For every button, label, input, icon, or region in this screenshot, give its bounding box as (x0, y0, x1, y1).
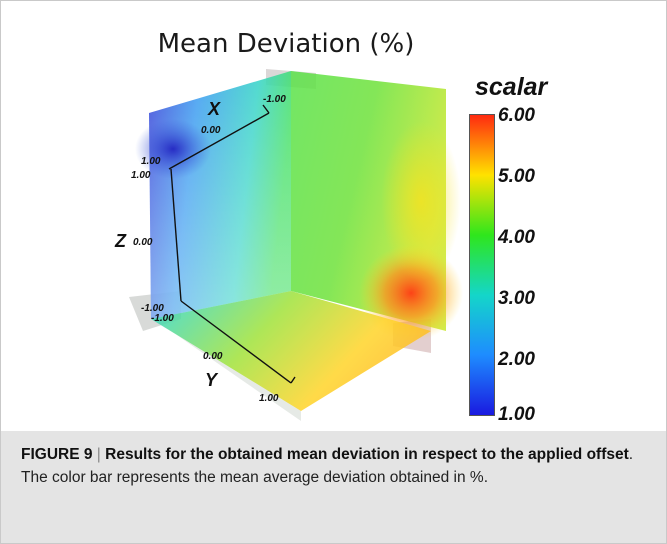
caption-separator: | (96, 446, 101, 463)
colorbar-tick-6: 6.00 (498, 105, 535, 126)
z-axis-label: Z (114, 231, 127, 251)
corner-label-bottom: -1.00 (151, 313, 174, 324)
caption-title: Results for the obtained mean deviation … (105, 446, 629, 463)
colorbar-title: scalar (475, 73, 548, 101)
caption-body: . The color bar represents the mean aver… (21, 446, 634, 486)
z-tick-0: 0.00 (133, 237, 153, 248)
plane-floor (151, 291, 431, 411)
yellow-region (381, 121, 461, 281)
colorbar-tick-4: 4.00 (498, 227, 535, 248)
y-axis-label: Y (205, 370, 219, 390)
colorbar-tick-5: 5.00 (498, 166, 535, 187)
z-tick-1: -1.00 (141, 303, 164, 314)
colorbar (469, 114, 495, 416)
corner-label-top-1: 1.00 (141, 156, 161, 167)
x-axis-label: X (207, 99, 221, 119)
y-axis-line (180, 300, 292, 384)
colorbar-tick-2: 2.00 (498, 349, 535, 370)
plot-title: Mean Deviation (%) (157, 29, 415, 59)
cold-spot (135, 119, 211, 179)
figure-caption: FIGURE 9 | Results for the obtained mean… (1, 431, 666, 543)
colorbar-tick-1: 1.00 (498, 404, 535, 425)
x-axis-line (168, 112, 270, 170)
corner-label-top-2: 1.00 (131, 170, 151, 181)
colorbar-tick-3: 3.00 (498, 288, 535, 309)
x-tick-1: -1.00 (263, 94, 286, 105)
figure-label: FIGURE 9 (21, 446, 93, 463)
volume-plot: X 0.00 -1.00 1.00 1.00 Z 0.00 -1.00 -1.0… (114, 69, 463, 421)
caption-text: FIGURE 9 | Results for the obtained mean… (21, 443, 651, 489)
z-axis-line (170, 168, 182, 302)
y-tick-1: 1.00 (259, 393, 279, 404)
axis-lines (168, 104, 296, 384)
y-tick-0: 0.00 (203, 351, 223, 362)
x-tick-0: 0.00 (201, 125, 221, 136)
